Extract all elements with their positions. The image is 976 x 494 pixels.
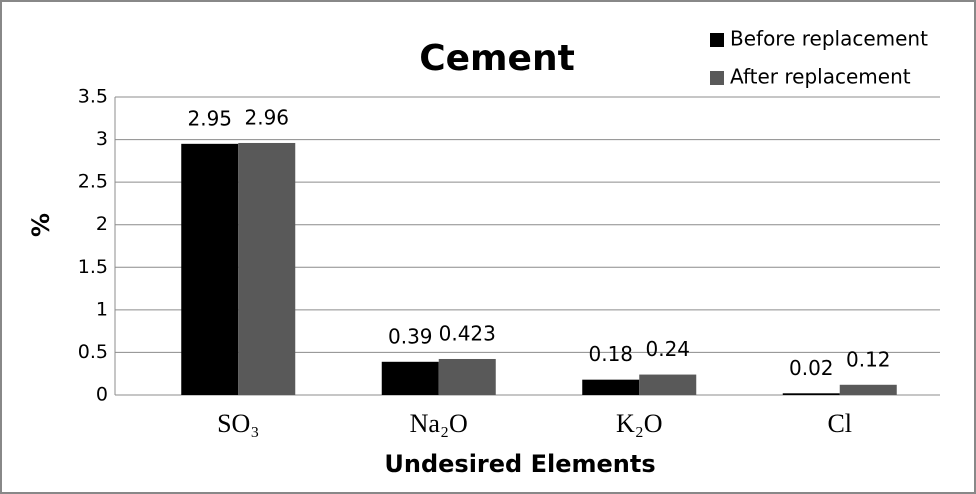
data-label: 0.39	[388, 324, 433, 348]
bar	[181, 143, 239, 395]
x-tick-label: Cl	[827, 409, 852, 438]
y-tick-label: 2	[96, 213, 108, 235]
chart-title: Cement	[419, 38, 575, 79]
bar	[438, 358, 496, 395]
bar	[582, 379, 640, 395]
y-tick-label: 3	[96, 128, 108, 150]
legend-label: After replacement	[730, 65, 911, 89]
bar	[238, 142, 296, 395]
y-tick-label: 1.5	[78, 256, 108, 278]
x-axis-label: Undesired Elements	[384, 450, 655, 478]
legend-label: Before replacement	[730, 27, 928, 51]
x-tick-label: K₂O	[616, 409, 663, 438]
legend-swatch	[710, 33, 724, 47]
y-tick-label: 2.5	[78, 171, 108, 193]
data-label: 0.18	[588, 342, 633, 366]
bar	[782, 393, 840, 395]
data-label: 0.423	[439, 321, 496, 345]
y-tick-label: 1	[96, 298, 108, 320]
bar	[639, 374, 697, 395]
y-tick-label: 0	[96, 384, 108, 406]
y-axis-label: %	[27, 213, 55, 237]
data-label: 2.96	[244, 105, 289, 129]
bar	[381, 361, 439, 395]
bar	[839, 384, 897, 395]
data-label: 0.02	[789, 356, 834, 380]
y-tick-label: 3.5	[78, 86, 108, 108]
x-tick-label: Na₂O	[410, 409, 468, 438]
data-label: 0.24	[645, 337, 690, 361]
y-tick-label: 0.5	[78, 341, 108, 363]
data-label: 0.12	[846, 347, 891, 371]
x-tick-label: SO₃	[217, 409, 259, 438]
legend-swatch	[710, 71, 724, 85]
data-label: 2.95	[187, 106, 232, 130]
